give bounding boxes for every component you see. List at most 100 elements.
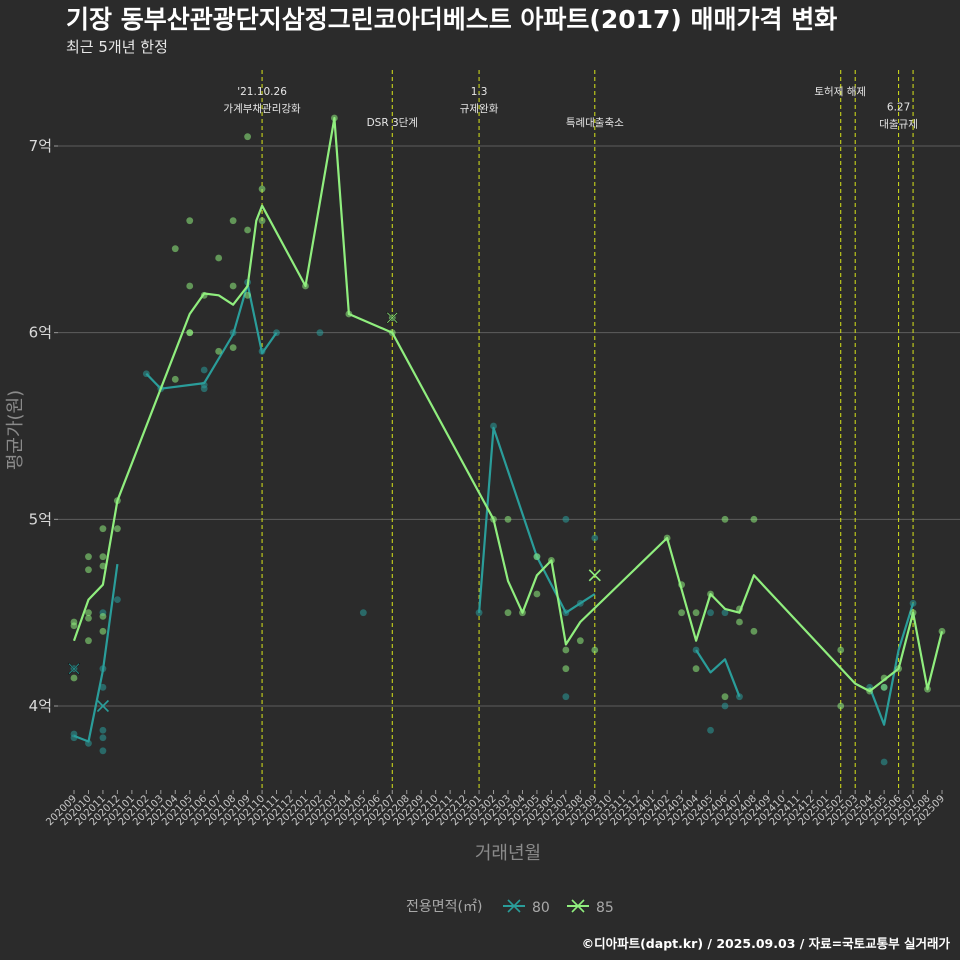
series-80-line-0 bbox=[73, 563, 119, 743]
series-85-point-46 bbox=[591, 646, 599, 654]
series-85-point-53 bbox=[721, 515, 729, 523]
series-85-point-24 bbox=[229, 217, 237, 225]
series-80-latest-marker bbox=[96, 699, 109, 713]
series-85-point-12 bbox=[99, 627, 107, 635]
series-80-point-19 bbox=[316, 329, 324, 337]
series-80-point-26 bbox=[562, 693, 570, 701]
series-85-line-0 bbox=[72, 116, 944, 693]
series-80-latest-marker-stroke-b bbox=[96, 699, 109, 713]
event-label-2-1: 규제완화 bbox=[460, 102, 499, 115]
event-label-3-0: 특례대출축소 bbox=[566, 117, 624, 129]
series-85-point-11 bbox=[99, 613, 107, 620]
series-85-point-16 bbox=[171, 375, 179, 383]
series-80-line-2 bbox=[478, 426, 596, 614]
series-85-latest-marker-stroke-b bbox=[588, 569, 601, 582]
series-85-point-15 bbox=[171, 245, 179, 253]
series-80-point-28 bbox=[591, 534, 599, 542]
series-80-point-31 bbox=[707, 726, 714, 734]
series-85-point-10 bbox=[99, 562, 107, 570]
legend: 전용면적(㎡) 80 85 bbox=[406, 899, 614, 916]
chart-title: 기장 동부산관광단지삼정그린코아더베스트 아파트(2017) 매매가격 변화 bbox=[66, 5, 837, 34]
legend-label-85: 85 bbox=[596, 900, 614, 916]
event-label-0-0: '21.10.26 bbox=[237, 86, 287, 98]
y-axis-title: 평균가(원) bbox=[5, 390, 26, 470]
series-80-point-6 bbox=[99, 734, 107, 742]
series-80-point-7 bbox=[99, 747, 107, 755]
series-80-point-9 bbox=[114, 596, 121, 603]
series-80-line-3 bbox=[695, 649, 741, 698]
series-80-point-30 bbox=[707, 609, 714, 617]
series-85-point-43 bbox=[562, 646, 570, 654]
series-85-point-30 bbox=[258, 185, 266, 193]
series-80-line-4 bbox=[868, 602, 915, 726]
series-85-point-50 bbox=[692, 609, 700, 617]
chart-subtitle: 최근 5개년 한정 bbox=[66, 38, 168, 56]
series-85-point-63 bbox=[880, 683, 888, 691]
series-80-point-32 bbox=[721, 609, 729, 617]
series-85-point-2 bbox=[70, 674, 78, 682]
legend-item-85: 85 bbox=[567, 899, 614, 916]
series-85-point-25 bbox=[229, 282, 237, 290]
series-85-point-60 bbox=[837, 702, 845, 710]
series-85-point-27 bbox=[244, 133, 252, 141]
series-85-point-4 bbox=[85, 566, 92, 574]
series-85-point-22 bbox=[215, 254, 223, 262]
series-85-point-45 bbox=[576, 637, 584, 645]
series-80-point-24 bbox=[562, 515, 570, 523]
series-85-point-6 bbox=[85, 614, 92, 622]
series-85-point-7 bbox=[85, 637, 92, 645]
series-85-point-51 bbox=[692, 665, 700, 673]
series-85-point-29 bbox=[244, 291, 252, 299]
extra-marker-outline-1-stroke-b bbox=[386, 312, 398, 324]
legend-item-80: 80 bbox=[503, 899, 550, 916]
extra-marker-outline-1 bbox=[386, 312, 398, 324]
series-80-point-14 bbox=[200, 385, 208, 393]
event-label-0-1: 가계부채관리강화 bbox=[223, 103, 301, 115]
series-85-point-9 bbox=[99, 553, 107, 561]
series-85-point-41 bbox=[533, 590, 541, 598]
series-85-point-31 bbox=[258, 217, 266, 225]
extra-marker-outline-0-stroke-b bbox=[68, 663, 80, 674]
legend-key-x-b-80 bbox=[507, 899, 521, 913]
x-axis-title: 거래년월 bbox=[475, 843, 541, 864]
series-85-point-1 bbox=[70, 622, 78, 630]
event-label-1-0: DSR 3단계 bbox=[367, 117, 418, 129]
event-label-2-0: 1.3 bbox=[471, 86, 488, 98]
series-85-point-23 bbox=[215, 347, 223, 355]
series-80-point-22 bbox=[490, 422, 497, 430]
series-85-point-14 bbox=[114, 525, 121, 533]
series-85-point-28 bbox=[244, 226, 252, 234]
series-85-point-20 bbox=[186, 329, 194, 337]
y-axis-ticks: 4억 5억 6억 7억 bbox=[29, 137, 58, 715]
series-85-point-44 bbox=[562, 665, 570, 673]
series-85-point-8 bbox=[99, 525, 107, 533]
series-80-point-4 bbox=[99, 683, 107, 691]
series-85-point-38 bbox=[504, 609, 512, 617]
event-label-6-1: 대출규제 bbox=[879, 119, 918, 131]
caption: ©디아파트(dapt.kr) / 2025.09.03 / 자료=국토교통부 실… bbox=[582, 936, 951, 951]
series-layer bbox=[67, 114, 946, 766]
series-85-point-26 bbox=[229, 344, 237, 351]
series-85-latest-marker bbox=[588, 569, 601, 582]
series-85-point-17 bbox=[186, 217, 194, 225]
y-tick-label-3: 7억 bbox=[29, 137, 52, 155]
series-85-point-3 bbox=[85, 553, 92, 561]
series-85-point-49 bbox=[678, 609, 685, 617]
legend-key-x-b-85 bbox=[571, 899, 585, 913]
series-85-point-5 bbox=[85, 609, 92, 617]
series-85-point-57 bbox=[750, 515, 758, 523]
series-80-point-33 bbox=[721, 702, 729, 710]
y-tick-label-0: 4억 bbox=[29, 697, 52, 715]
series-80-point-5 bbox=[99, 726, 107, 734]
series-85-point-40 bbox=[533, 553, 541, 561]
series-85-point-58 bbox=[750, 627, 758, 635]
series-80-point-20 bbox=[359, 609, 367, 617]
series-80-point-12 bbox=[200, 366, 208, 374]
legend-label-80: 80 bbox=[532, 900, 550, 916]
series-85-point-56 bbox=[736, 618, 743, 626]
legend-title: 전용면적(㎡) bbox=[406, 899, 482, 915]
series-85-point-59 bbox=[837, 646, 845, 654]
